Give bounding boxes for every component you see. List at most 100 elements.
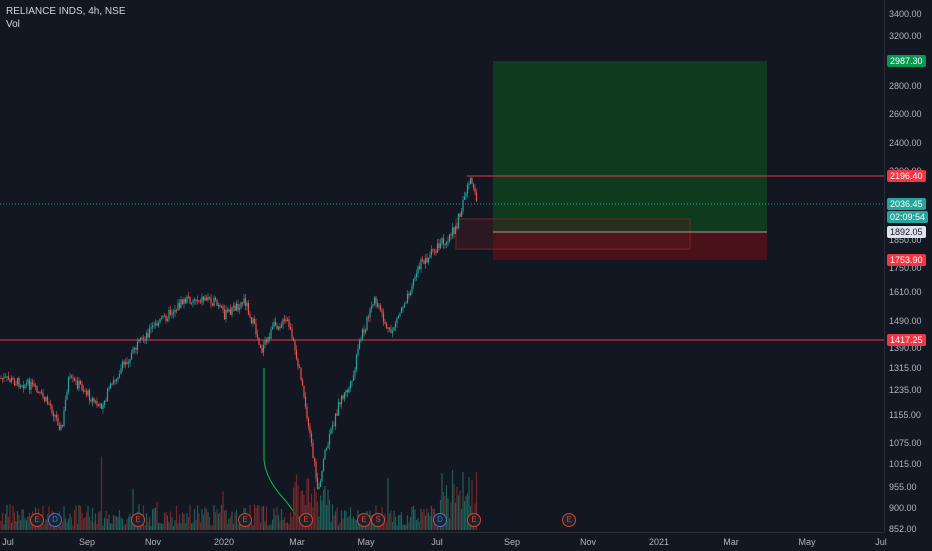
event-marker-earnings[interactable]: E [467,513,481,527]
candle-body [21,385,23,387]
volume-bar [6,504,8,530]
event-marker-earnings[interactable]: E [131,513,145,527]
candle-body [9,379,11,383]
entry-box[interactable] [455,218,691,250]
candle-body [439,243,442,249]
candle-body [133,348,136,350]
candle-body [315,461,317,478]
volume-bar [210,525,212,530]
price-chart[interactable] [0,0,884,532]
volume-bar [199,522,202,530]
candle-body [403,303,406,308]
event-marker-earnings[interactable]: E [299,513,313,527]
volume-bar [460,508,463,530]
candle-body [252,318,254,324]
candle-body [459,213,461,217]
volume-bar [429,515,431,530]
candle-body [208,297,211,299]
candle-body [373,297,376,305]
candle-body [54,414,56,417]
candle-body [45,396,47,401]
candle-body [121,361,124,369]
volume-bar [16,511,19,530]
time-tick-label: Sep [78,537,96,547]
profit-zone[interactable] [493,61,767,232]
candle-body [196,300,199,302]
volume-bar [84,517,86,530]
curve-drawing[interactable] [263,368,301,521]
volume-bar [72,525,74,530]
candle-body [465,193,467,197]
event-marker-earnings[interactable]: E [562,513,576,527]
candle-body [112,380,115,384]
candle-body [298,366,301,368]
candle-body [4,376,7,378]
candle-body [160,317,163,319]
candle-body [457,213,460,228]
candle-body [369,309,371,318]
volume-bar [39,524,41,530]
candle-body [117,377,119,380]
volume-bar [247,525,250,530]
candle-body [217,305,220,307]
volume-bar [301,490,304,530]
volume-bar [13,512,16,530]
candle-body [334,413,337,427]
volume-bar [76,524,79,530]
candle-body [10,378,13,383]
candle-body [303,385,305,397]
volume-bar [417,517,419,530]
candle-body [285,319,287,322]
price-axis[interactable]: 3400.003200.002800.002600.002400.002200.… [884,0,932,534]
candle-body [268,337,271,339]
volume-bar [237,524,239,530]
volume-bar [145,513,148,530]
candle-body [243,298,245,303]
volume-indicator-label[interactable]: Vol [6,19,20,30]
candle-body [115,379,118,382]
time-axis[interactable]: Jul Sep Nov 2020 Mar May Jul Sep Nov 2021 Mar May Ju… [0,532,887,551]
event-marker-earnings[interactable]: E [357,513,371,527]
candle-body [330,428,332,435]
candle-body [300,367,302,381]
candle-body [114,380,116,382]
event-marker-dividend[interactable]: D [433,513,447,527]
volume-bar [25,520,28,530]
candle-body [273,321,275,328]
volume-bar [397,515,400,530]
volume-bar [183,513,185,530]
event-marker-earnings[interactable]: E [238,513,252,527]
candle-body [258,337,260,345]
volume-bar [70,517,73,530]
volume-bar [73,509,76,530]
candle-body [384,321,386,324]
candle-body [430,249,433,255]
volume-bar [315,491,317,530]
volume-bar [355,520,358,530]
candle-body [103,400,106,405]
symbol-title[interactable]: RELIANCE INDS, 4h, NSE [6,6,126,17]
candle-body [336,413,338,416]
candle-body [150,327,152,329]
volume-bar [163,512,166,530]
volume-bar [348,516,350,530]
event-marker-split[interactable]: S [371,513,385,527]
event-marker-dividend[interactable]: D [48,513,62,527]
candle-body [418,266,421,270]
candle-body [322,459,325,471]
volume-bar [94,513,97,530]
price-tick-label: 2600.00 [889,109,922,119]
event-marker-earnings[interactable]: E [30,513,44,527]
candle-body [142,338,145,340]
candle-body [132,348,134,354]
loss-zone[interactable] [493,232,767,260]
candle-body [34,385,37,387]
candle-body [145,332,148,341]
volume-bar [421,511,424,530]
candle-body [81,384,83,391]
candle-body [267,337,269,343]
volume-bar [427,512,430,530]
volume-bar [123,525,125,530]
candle-body [390,329,392,333]
